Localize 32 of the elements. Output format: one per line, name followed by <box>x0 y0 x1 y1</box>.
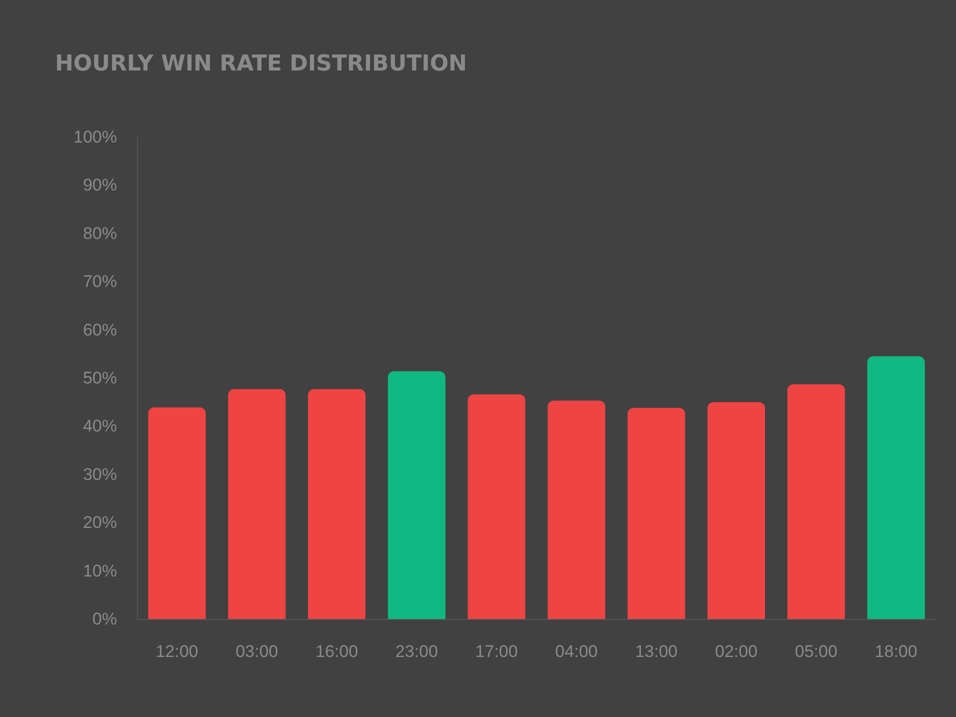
y-tick-label: 40% <box>82 416 117 436</box>
y-tick-label: 10% <box>82 561 117 580</box>
x-tick-label: 13:00 <box>635 642 678 661</box>
y-tick-label: 80% <box>82 224 117 243</box>
bar <box>867 356 925 619</box>
bar <box>148 407 206 619</box>
y-tick-label: 90% <box>82 176 117 195</box>
x-tick-label: 02:00 <box>714 642 758 661</box>
chart-title: HOURLY WIN RATE DISTRIBUTION <box>55 52 467 76</box>
x-tick-label: 23:00 <box>395 642 438 661</box>
y-tick-label: 100% <box>74 128 117 146</box>
x-tick-label: 12:00 <box>156 642 198 661</box>
x-tick-label: 05:00 <box>794 642 838 661</box>
bar <box>707 402 766 619</box>
y-tick-label: 70% <box>82 272 117 292</box>
x-tick-label: 03:00 <box>236 642 278 661</box>
y-tick-label: 0% <box>92 610 117 628</box>
x-tick-label: 18:00 <box>874 642 918 661</box>
bar <box>787 384 845 619</box>
x-tick-label: 16:00 <box>315 642 358 661</box>
x-tick-label: 17:00 <box>475 642 518 661</box>
y-tick-label: 50% <box>82 368 117 388</box>
bar <box>388 371 446 619</box>
bar <box>308 389 366 619</box>
y-tick-label: 30% <box>82 464 117 484</box>
bar <box>628 408 686 619</box>
bar <box>468 394 526 619</box>
x-tick-label: 04:00 <box>555 642 598 661</box>
y-tick-label: 60% <box>82 320 117 340</box>
bar <box>548 400 606 619</box>
y-tick-label: 20% <box>82 513 117 532</box>
bar <box>228 389 286 619</box>
